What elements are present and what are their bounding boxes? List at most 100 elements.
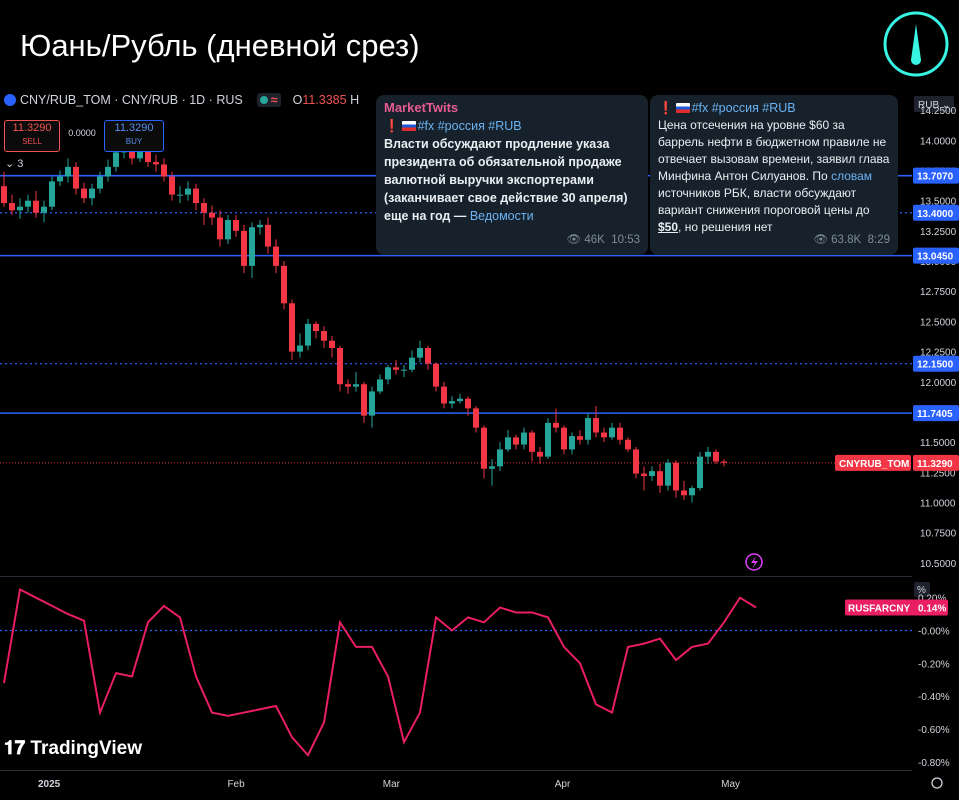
candle xyxy=(641,466,647,491)
candle-body xyxy=(409,357,415,370)
candle-body xyxy=(241,230,247,266)
exclamation-icon: ❗ xyxy=(384,119,400,133)
price-tick-label: 12.7500 xyxy=(920,287,957,298)
candle xyxy=(97,171,103,194)
candle xyxy=(41,200,47,223)
candle-body xyxy=(9,203,15,211)
symbol-header: CNY/RUB_TOM · CNY/RUB · 1D · RUS ≈ O11.338… xyxy=(0,93,640,115)
message-tags[interactable]: #fx #россия #RUB xyxy=(691,101,796,115)
candle xyxy=(337,345,343,392)
candle xyxy=(409,350,415,373)
candle xyxy=(689,485,695,503)
candle-body xyxy=(513,437,519,445)
price-tick-label: 14.2500 xyxy=(920,106,957,117)
message-highlight: $50 xyxy=(658,220,679,234)
unit-label: % xyxy=(917,585,926,596)
indicator-tick-label: 0.20% xyxy=(918,594,946,605)
candle-body xyxy=(1,186,7,204)
candle-body xyxy=(337,347,343,385)
message-link[interactable]: Ведомости xyxy=(469,209,534,223)
candle xyxy=(73,162,79,195)
message-time: 10:53 xyxy=(611,234,640,246)
candle-body xyxy=(41,206,47,213)
tradingview-logo-icon: 𝟏𝟕 xyxy=(4,738,26,759)
candle xyxy=(329,335,335,358)
candle-body xyxy=(417,347,423,358)
candle-body xyxy=(305,323,311,346)
candle xyxy=(545,418,551,460)
approx-icon: ≈ xyxy=(270,93,278,107)
candle-body xyxy=(225,219,231,240)
candle xyxy=(393,360,399,375)
candle xyxy=(657,463,663,493)
indicator-line xyxy=(3,587,757,758)
last-price-label: 11.3290 xyxy=(917,459,953,470)
exclamation-icon: ❗ xyxy=(658,101,674,115)
message-author[interactable]: MarketTwits xyxy=(384,100,459,115)
candle-body xyxy=(353,384,359,387)
price-tick-label: 14.0000 xyxy=(920,136,957,147)
candle-body xyxy=(481,427,487,469)
candle-body xyxy=(577,436,583,440)
candle-body xyxy=(17,206,23,211)
candle-body xyxy=(97,176,103,189)
candle-body xyxy=(721,461,727,463)
candle-body xyxy=(665,462,671,486)
candle-body xyxy=(281,265,287,304)
candle-body xyxy=(561,427,567,450)
spread-value: 0.0000 xyxy=(68,128,96,138)
level-label: 12.1500 xyxy=(917,360,954,371)
candle xyxy=(433,362,439,392)
message-tags[interactable]: #fx #россия #RUB xyxy=(417,119,522,133)
candle xyxy=(297,333,303,358)
price-tick-label: 11.0000 xyxy=(920,499,956,510)
sell-button[interactable]: 11.3290 SELL xyxy=(4,120,60,152)
candle-body xyxy=(233,219,239,231)
last-price-name-badge xyxy=(835,454,911,471)
candle xyxy=(713,449,719,464)
candle xyxy=(257,219,263,235)
candle xyxy=(633,447,639,479)
candle xyxy=(273,239,279,274)
candle-body xyxy=(601,432,607,438)
indicators-collapse-button[interactable]: ⌄ 3 xyxy=(2,156,27,171)
candle xyxy=(721,459,727,467)
message-text: Цена отсечения на уровне $60 за баррель … xyxy=(658,118,890,234)
sell-price: 11.3290 xyxy=(12,122,52,134)
candle xyxy=(161,158,167,182)
candle-body xyxy=(209,212,215,218)
candle-body xyxy=(393,367,399,370)
candle xyxy=(25,194,31,213)
candle-body xyxy=(289,303,295,352)
market-status-pill[interactable]: ≈ xyxy=(256,93,281,107)
buy-button[interactable]: 11.3290 BUY xyxy=(104,120,164,152)
telegram-message-1: MarketTwits ❗ #fx #россия #RUB Власти обс… xyxy=(376,95,648,255)
candle-body xyxy=(361,384,367,416)
candle xyxy=(457,393,463,404)
candle xyxy=(593,405,599,438)
candle xyxy=(553,408,559,433)
symbol-logo-icon xyxy=(4,94,16,106)
candle-body xyxy=(177,194,183,196)
candle-body xyxy=(65,166,71,177)
candle xyxy=(489,459,495,486)
candle xyxy=(345,379,351,394)
settings-icon xyxy=(931,777,943,789)
candle xyxy=(681,480,687,501)
candle xyxy=(601,427,607,443)
unit-badge xyxy=(914,582,930,597)
candle xyxy=(577,430,583,445)
candle-body xyxy=(633,449,639,474)
symbol-title[interactable]: CNY/RUB_TOM · CNY/RUB · 1D · RUS xyxy=(20,93,243,107)
indicator-last-value: 0.14% xyxy=(918,604,946,615)
candle-body xyxy=(113,152,119,167)
candle-body xyxy=(529,432,535,452)
last-price-badge xyxy=(913,454,959,471)
price-tick-label: 13.2500 xyxy=(920,227,957,238)
candle xyxy=(425,345,431,370)
candle-body xyxy=(433,363,439,387)
candle-body xyxy=(321,331,327,341)
message-link[interactable]: словам xyxy=(831,169,873,183)
candle xyxy=(401,364,407,377)
